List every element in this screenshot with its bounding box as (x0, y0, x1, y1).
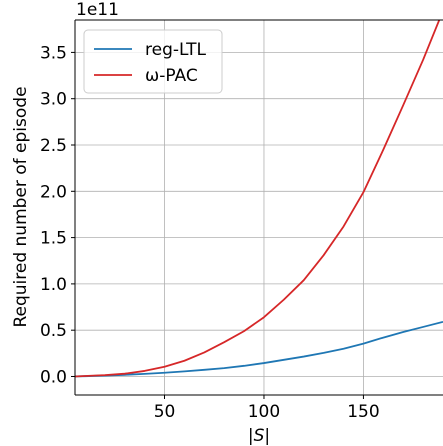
series-line-omega-pac (75, 20, 441, 378)
plot-frame (74, 19, 443, 396)
legend-box (83, 29, 223, 94)
y-tick-label: 3.5 (40, 43, 67, 63)
series-group (75, 20, 443, 378)
y-axis-title: Required number of episode (11, 86, 31, 327)
y-tick-label: 1.5 (40, 229, 67, 249)
y-tick-label: 0.0 (40, 367, 67, 387)
y-tick-label: 0.5 (40, 321, 67, 341)
legend-label-omega-pac: ω-PAC (145, 66, 198, 86)
legend: reg-LTL ω-PAC (83, 29, 223, 94)
x-tick-label: 50 (154, 402, 176, 422)
y-tick-label: 3.0 (40, 90, 67, 110)
legend-label-reg-ltl: reg-LTL (145, 40, 207, 60)
y-tick-label: 1.0 (40, 275, 67, 295)
x-tick-label: 150 (347, 402, 379, 422)
x-axis-title: |S| (248, 426, 270, 446)
x-tick-label: 100 (248, 402, 280, 422)
series-line-reg-ltl (75, 320, 443, 378)
grid-lines (75, 20, 443, 395)
y-tick-label: 2.5 (40, 136, 67, 156)
y-tick-label: 2.0 (40, 182, 67, 202)
y-axis-offset-text: 1e11 (76, 0, 119, 20)
axis-ticks: 50 100 150 0.0 0.5 1.0 1.5 2.0 2.5 3.0 3.5 (40, 43, 380, 422)
